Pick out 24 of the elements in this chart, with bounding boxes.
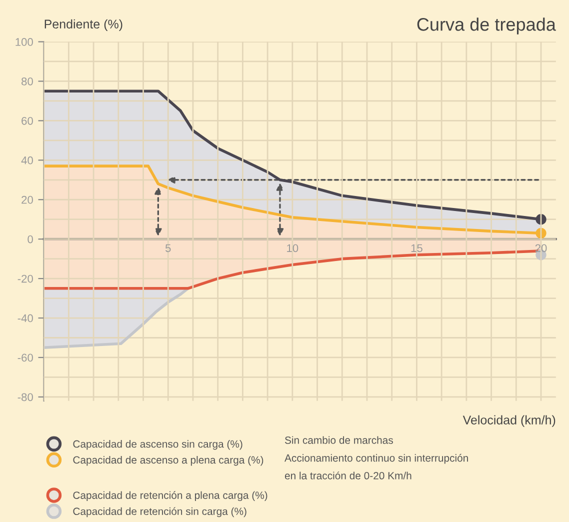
y-tick-label: 80	[22, 77, 33, 86]
text: Accionamiento continuo sin interrupción	[284, 454, 468, 464]
legend-label: Capacidad de retención sin carga (%)	[73, 507, 246, 518]
y-tick-label: 60	[22, 116, 33, 125]
x-tick-label: 15	[411, 244, 422, 252]
text: en la tracción de 0-20 Km/h	[284, 472, 412, 480]
x-tick-label: 10	[287, 244, 298, 252]
y-axis-title: Pendiente (%)	[44, 19, 122, 31]
y-tick-label: 100	[16, 38, 33, 46]
y-tick-label: -60	[18, 354, 33, 362]
legend-label: Capacidad de ascenso sin carga (%)	[73, 440, 242, 450]
y-tick-label: -80	[18, 393, 33, 402]
legend-label: Capacidad de ascenso a plena carga (%)	[73, 456, 264, 466]
x-tick-label: 5	[165, 244, 171, 252]
y-tick-label: -40	[18, 314, 33, 322]
legend-label: Capacidad de retención a plena carga (%)	[73, 491, 268, 502]
y-tick-label: 0	[28, 235, 33, 244]
y-tick-label: 20	[22, 196, 33, 204]
y-tick-label: -20	[18, 274, 33, 283]
x-tick-label: 20	[535, 244, 547, 252]
y-tick-label: 40	[21, 156, 33, 164]
x-axis-title: Velocidad (km/h)	[462, 415, 556, 427]
chart-title: Curva de trepada	[417, 18, 556, 34]
text: Sin cambio de marchas	[284, 436, 393, 444]
